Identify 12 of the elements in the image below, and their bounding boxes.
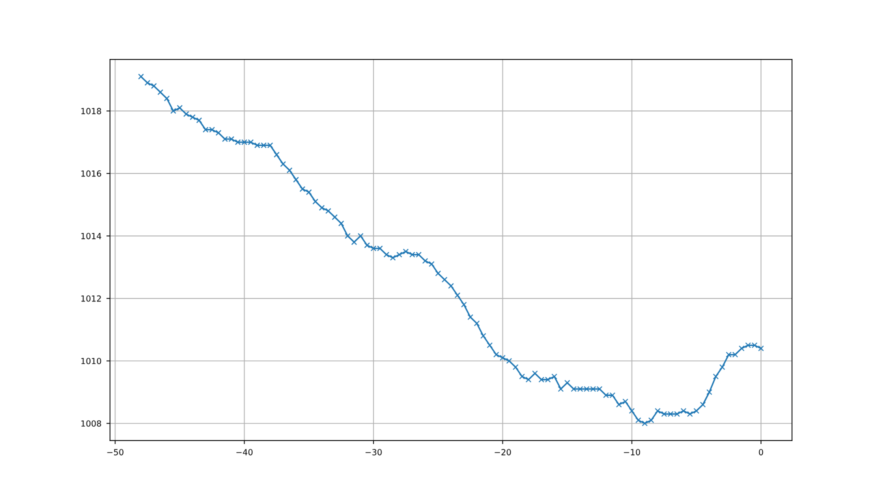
x-tick-label: −30 bbox=[366, 449, 382, 456]
y-tick-label: 1010 bbox=[81, 358, 102, 364]
y-tick-label: 1018 bbox=[81, 108, 102, 114]
y-tick-label: 1016 bbox=[81, 170, 102, 177]
x-tick-label: −20 bbox=[494, 449, 511, 456]
x-tick-label: −50 bbox=[107, 449, 124, 456]
x-tick-label: 0 bbox=[758, 449, 764, 456]
y-tick-label: 1012 bbox=[81, 295, 101, 302]
x-tick-label: −10 bbox=[624, 449, 640, 456]
y-tick-label: 1008 bbox=[81, 420, 102, 427]
x-tick-label: −40 bbox=[236, 449, 253, 456]
y-tick-label: 1014 bbox=[81, 232, 102, 240]
